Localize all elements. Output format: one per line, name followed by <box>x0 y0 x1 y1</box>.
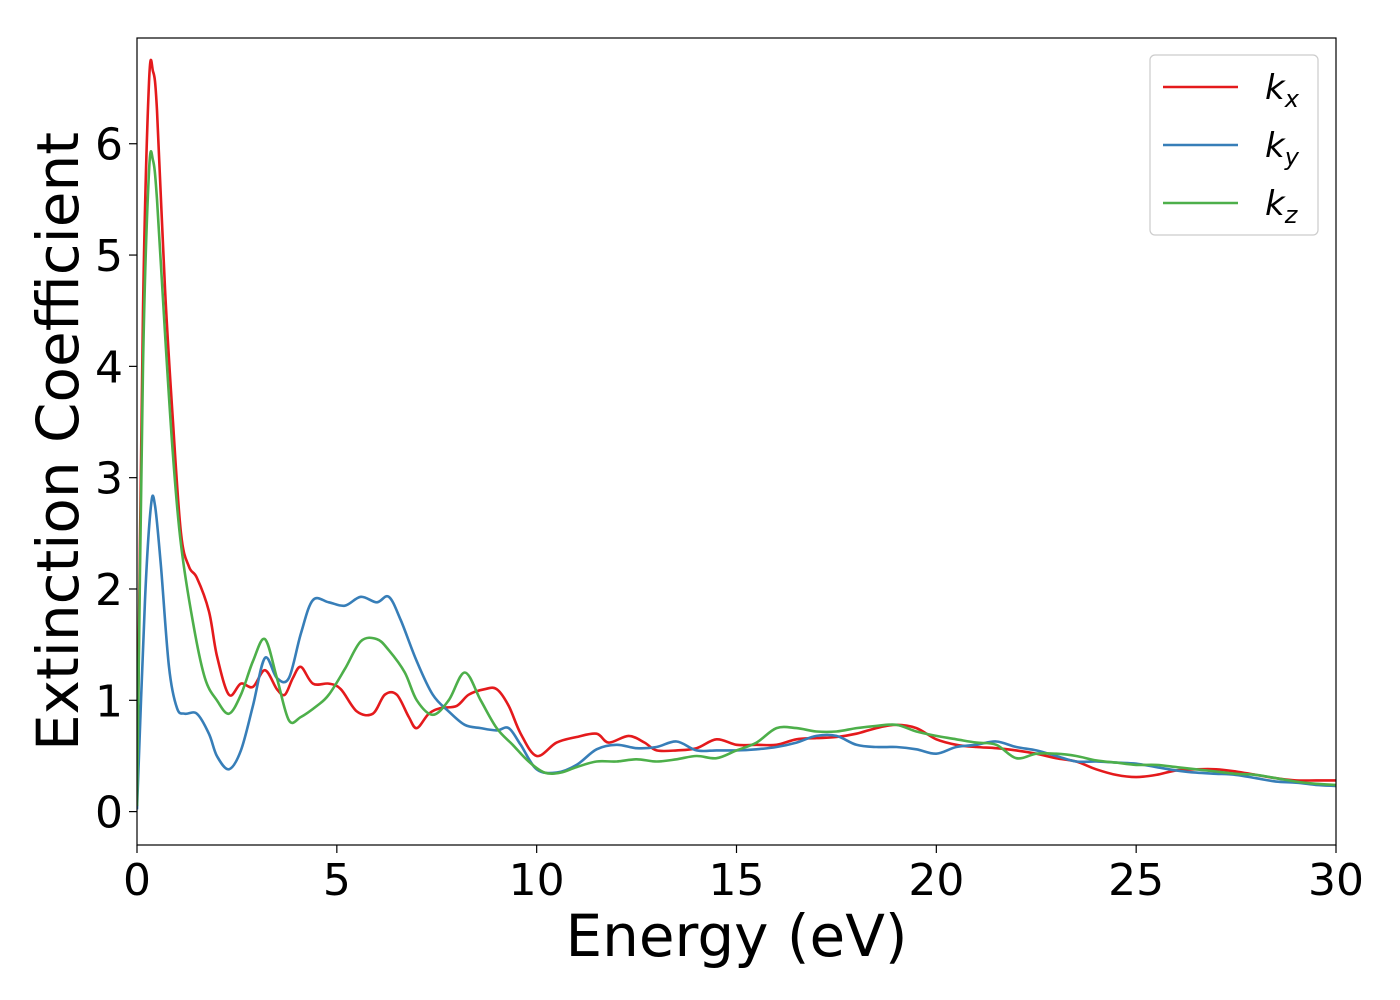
legend-subscript: z <box>1284 201 1299 229</box>
legend-subscript: x <box>1284 85 1300 113</box>
x-tick-label: 15 <box>709 855 765 906</box>
series-line-kz <box>137 150 1336 807</box>
y-tick-label: 4 <box>95 342 123 393</box>
x-axis-title: Energy (eV) <box>565 902 907 970</box>
y-tick-label: 3 <box>95 454 123 505</box>
y-tick-label: 0 <box>95 788 123 839</box>
legend-label-kz: kz <box>1265 184 1299 229</box>
x-tick-label: 0 <box>123 855 151 906</box>
x-tick-label: 5 <box>323 855 351 906</box>
series-lines <box>137 58 1336 810</box>
y-tick-label: 2 <box>95 565 123 616</box>
x-tick-label: 10 <box>509 855 565 906</box>
axis-ticks: 0 5 10 15 20 25 30 0 1 2 3 4 5 6 <box>95 120 1364 906</box>
y-axis-title: Extinction Coefficient <box>24 132 92 751</box>
x-tick-label: 25 <box>1108 855 1164 906</box>
y-tick-label: 6 <box>95 120 123 171</box>
x-tick-label: 20 <box>908 855 964 906</box>
series-line-ky <box>137 494 1336 810</box>
legend-subscript: y <box>1284 143 1300 171</box>
y-tick-label: 5 <box>95 231 123 282</box>
y-tick-label: 1 <box>95 676 123 727</box>
x-tick-label: 30 <box>1308 855 1364 906</box>
